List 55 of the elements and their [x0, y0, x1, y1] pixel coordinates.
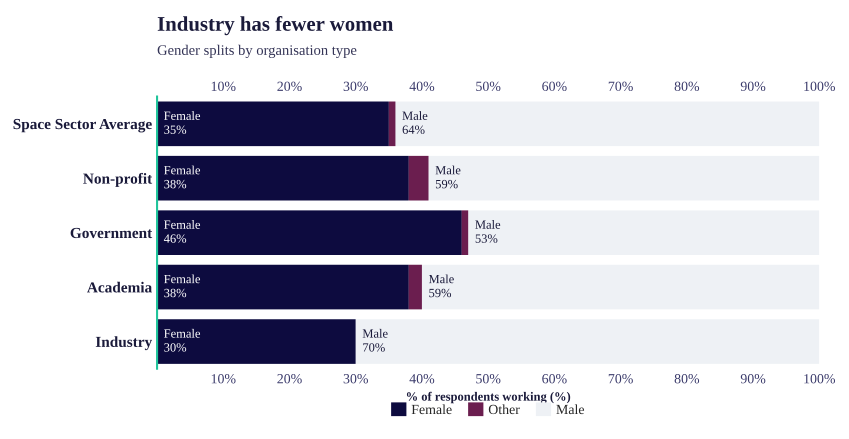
chart-title: Industry has fewer women	[158, 16, 394, 36]
x2-tick-label: 10%	[212, 82, 236, 92]
bar	[428, 156, 820, 201]
x-tick-label: 10%	[212, 374, 236, 384]
bar	[422, 264, 820, 310]
x-tick-label: 60%	[542, 374, 567, 384]
bar	[468, 210, 820, 255]
bar	[462, 210, 468, 255]
data-label: Female 46%	[164, 220, 200, 243]
bar	[157, 264, 409, 310]
data-label: Male 70%	[362, 328, 388, 352]
bar	[388, 101, 396, 146]
x2-tick-label: 60%	[542, 82, 567, 92]
bar	[157, 210, 462, 255]
x2-tick-label: 40%	[409, 82, 434, 92]
data-label: Female 38%	[164, 166, 200, 188]
x2-tick-label: 30%	[344, 82, 368, 92]
bar	[408, 156, 429, 201]
x2-tick-label: 80%	[674, 82, 700, 92]
data-label: Male 64%	[402, 111, 428, 134]
data-label: Female 30%	[164, 328, 200, 352]
y-tick-label: Space Sector Average	[14, 118, 152, 132]
data-label: Female 38%	[164, 274, 200, 298]
x2-tick-label: 70%	[608, 82, 633, 92]
bar	[356, 319, 820, 364]
x-tick-label: 90%	[740, 374, 766, 384]
bar	[408, 264, 422, 310]
legend-label: Male	[556, 404, 584, 414]
legend-label: Female	[412, 404, 452, 414]
x2-tick-label: 50%	[476, 82, 500, 92]
data-label: Female 35%	[164, 111, 200, 134]
data-label: Male 53%	[475, 220, 500, 243]
x-tick-label: 80%	[674, 374, 700, 384]
bar	[157, 156, 409, 201]
y-tick-label: Industry	[96, 336, 152, 350]
x-tick-label: 100%	[804, 374, 836, 384]
x2-tick-label: 100%	[804, 82, 836, 92]
x-tick-label: 30%	[344, 374, 368, 384]
x2-tick-label: 20%	[277, 82, 302, 92]
x-tick-label: 50%	[476, 374, 500, 384]
y-tick-label: Academia	[87, 282, 152, 293]
x-tick-label: 70%	[608, 374, 633, 384]
data-label: Male 59%	[436, 166, 460, 188]
bar	[157, 319, 356, 364]
x-tick-label: 40%	[409, 374, 434, 384]
data-label: Male 59%	[428, 274, 454, 298]
chart-subtitle: Gender splits by organisation type	[158, 44, 356, 58]
x2-tick-label: 90%	[740, 82, 766, 92]
bar	[395, 101, 820, 146]
bar	[157, 101, 389, 146]
y-tick-label: Government	[70, 228, 152, 238]
y-tick-label: Non-profit	[83, 172, 152, 187]
legend-label: Other	[488, 404, 520, 414]
x-tick-label: 20%	[277, 374, 302, 384]
x-axis-title: % of respondents working (%)	[406, 392, 570, 404]
